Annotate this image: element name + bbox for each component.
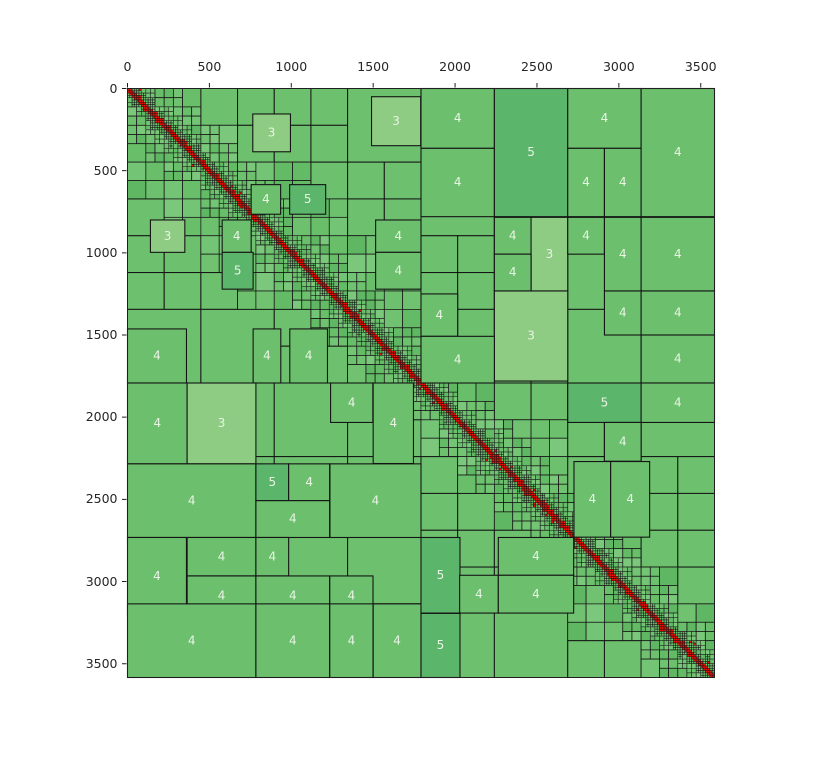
x-axis-tick-label: 0 bbox=[123, 59, 132, 74]
y-axis-tick-label: 1000 bbox=[85, 244, 118, 260]
x-axis-tick-label: 500 bbox=[197, 59, 222, 74]
x-axis-tick-label: 3000 bbox=[602, 59, 635, 74]
y-axis-tick-label: 3500 bbox=[85, 655, 118, 671]
y-axis-tick-label: 0 bbox=[109, 80, 118, 96]
y-axis-tick-label: 500 bbox=[93, 162, 118, 178]
x-axis-tick-label: 2000 bbox=[439, 59, 471, 74]
x-axis-tick-label: 3500 bbox=[684, 59, 717, 74]
x-axis-tick-label: 2500 bbox=[521, 59, 553, 74]
x-axis-tick-label: 1000 bbox=[275, 59, 308, 74]
y-axis-tick-label: 3000 bbox=[85, 573, 118, 589]
x-axis-tick-label: 1500 bbox=[357, 59, 390, 74]
y-axis-tick-label: 1500 bbox=[85, 327, 118, 342]
y-axis-tick-label: 2000 bbox=[85, 409, 118, 425]
y-axis-tick-label: 2500 bbox=[85, 491, 118, 507]
